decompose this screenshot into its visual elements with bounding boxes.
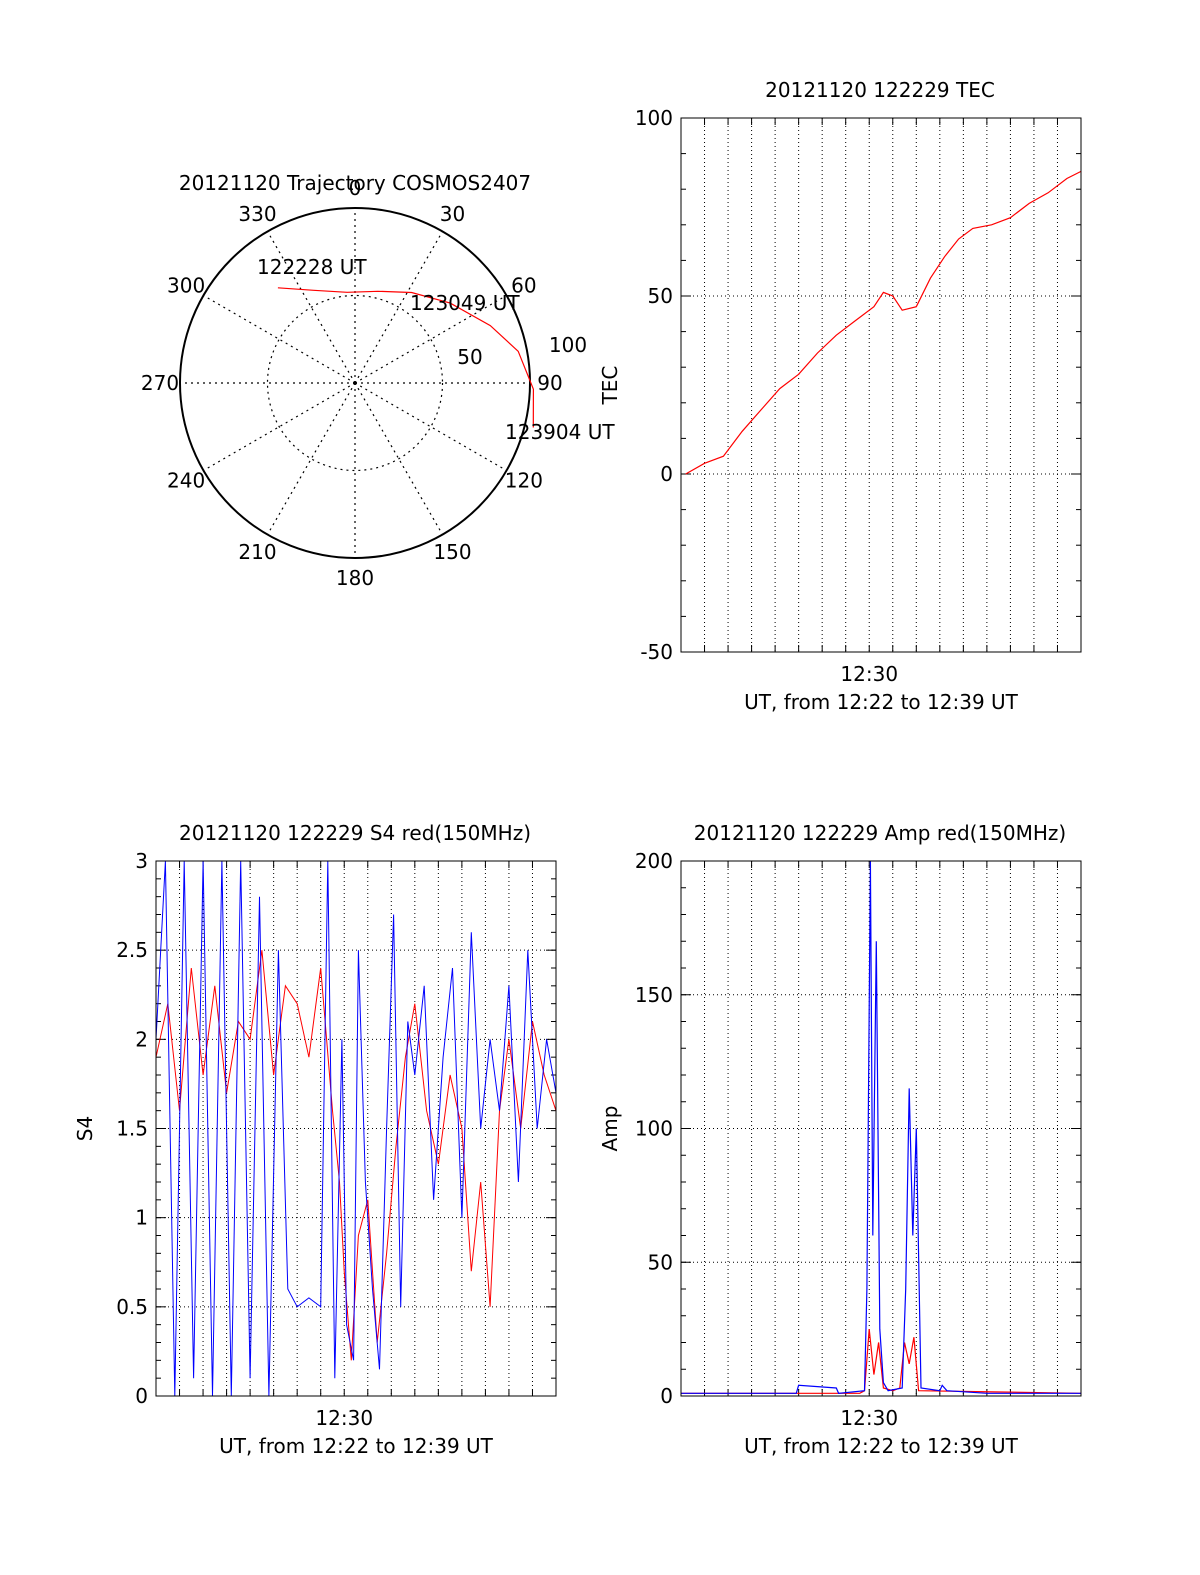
y-tick-label: 2.5: [116, 938, 148, 962]
s4-red-series-line: [155, 950, 557, 1361]
y-tick-label: 0: [660, 1384, 673, 1408]
y-tick-label: 2: [135, 1027, 148, 1051]
polar-grid: [179, 207, 531, 559]
tec-chart: 20121120 122229 TEC -50 0 50 100 12:30 UT, …: [598, 78, 1082, 714]
s4-plot-frame: [155, 860, 557, 1397]
polar-angle-label: 300: [167, 274, 205, 298]
tec-y-ticks: -50 0 50 100: [635, 106, 673, 664]
tec-series-line: [685, 170, 1082, 475]
y-tick-label: 1.5: [116, 1117, 148, 1141]
s4-chart: 20121120 122229 S4 red(150MHz) 0 0.5 1 1.5 2…: [73, 821, 557, 1458]
polar-spoke: [266, 231, 356, 384]
trajectory-start-label: 122228 UT: [257, 255, 367, 279]
polar-ring-50: [266, 294, 444, 472]
tec-x-axis-label: UT, from 12:22 to 12:39 UT: [744, 690, 1019, 714]
tec-y-axis-label: TEC: [598, 366, 622, 406]
s4-y-axis-label: S4: [73, 1116, 97, 1141]
y-tick-label: -50: [640, 640, 673, 664]
polar-angle-label: 270: [141, 371, 179, 395]
amp-y-axis-label: Amp: [598, 1106, 622, 1152]
amp-chart: 20121120 122229 Amp red(150MHz) 0 50 100 15…: [598, 821, 1082, 1458]
y-tick-label: 3: [135, 849, 148, 873]
trajectory-line: [277, 287, 535, 428]
y-tick-label: 1: [135, 1206, 148, 1230]
y-tick-label: 150: [635, 983, 673, 1007]
polar-spoke: [354, 294, 507, 384]
s4-x-axis-label: UT, from 12:22 to 12:39 UT: [219, 1434, 494, 1458]
y-tick-label: 0: [135, 1384, 148, 1408]
s4-x-tick-label: 12:30: [315, 1406, 373, 1430]
amp-blue-series-line: [681, 860, 1081, 1394]
polar-angle-label: 150: [433, 540, 471, 564]
polar-spoke: [266, 382, 356, 535]
amp-y-ticks: 0 50 100 150 200: [635, 849, 673, 1408]
s4-title: 20121120 122229 S4 red(150MHz): [179, 821, 531, 845]
trajectory-end-label: 123904 UT: [505, 420, 615, 444]
polar-angle-label: 90: [537, 371, 562, 395]
y-tick-label: 0.5: [116, 1295, 148, 1319]
y-tick-label: 100: [635, 1117, 673, 1141]
s4-blue-series-line: [155, 860, 557, 1397]
amp-plot-frame: [680, 860, 1082, 1397]
tec-plot-frame: [680, 117, 1082, 653]
tec-x-tick-label: 12:30: [840, 662, 898, 686]
polar-radial-label-100: 100: [549, 333, 587, 357]
polar-title: 20121120 Trajectory COSMOS2407: [179, 171, 531, 195]
polar-radial-label-50: 50: [457, 345, 482, 369]
amp-x-tick-label: 12:30: [840, 1406, 898, 1430]
y-tick-label: 50: [648, 1250, 673, 1274]
s4-y-ticks: 0 0.5 1 1.5 2 2.5 3: [116, 849, 148, 1408]
polar-angle-label: 180: [336, 566, 374, 590]
tec-title: 20121120 122229 TEC: [765, 78, 995, 102]
polar-angle-label: 0: [349, 176, 362, 200]
y-tick-label: 0: [660, 462, 673, 486]
polar-spoke: [354, 231, 444, 384]
amp-title: 20121120 122229 Amp red(150MHz): [694, 821, 1066, 845]
polar-angle-labels: 0 30 60 90 120 150 180 210 240 270 300 330: [141, 176, 563, 590]
polar-angle-label: 330: [238, 202, 276, 226]
polar-angle-label: 210: [238, 540, 276, 564]
polar-spoke: [203, 382, 356, 472]
polar-angle-label: 60: [511, 274, 536, 298]
y-tick-label: 100: [635, 106, 673, 130]
polar-angle-label: 240: [167, 469, 205, 493]
trajectory-mid-label: 123049 UT: [410, 291, 520, 315]
polar-angle-label: 30: [440, 202, 465, 226]
polar-spoke: [354, 382, 507, 472]
y-tick-label: 200: [635, 849, 673, 873]
polar-angle-label: 120: [505, 469, 543, 493]
trajectory-polar-chart: 20121120 Trajectory COSMOS2407 0 30 60 90 12…: [141, 171, 615, 590]
polar-spoke: [203, 294, 356, 384]
y-tick-label: 50: [648, 284, 673, 308]
polar-spoke: [354, 382, 444, 535]
amp-x-axis-label: UT, from 12:22 to 12:39 UT: [744, 1434, 1019, 1458]
